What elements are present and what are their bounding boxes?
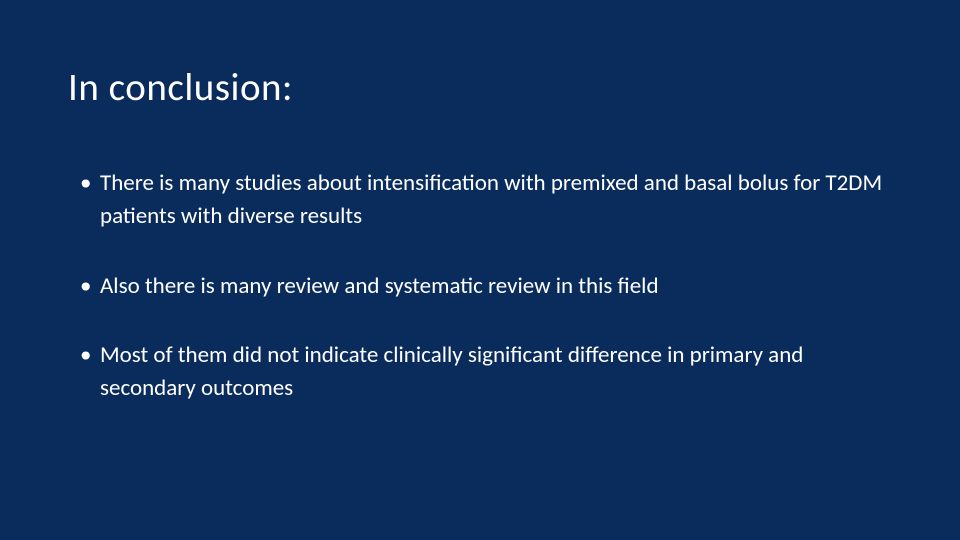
slide-title: In conclusion: bbox=[68, 64, 892, 111]
bullet-item: Most of them did not indicate clinically… bbox=[80, 339, 892, 406]
bullet-item: There is many studies about intensificat… bbox=[80, 167, 892, 234]
bullet-item: Also there is many review and systematic… bbox=[80, 270, 892, 303]
bullet-list: There is many studies about intensificat… bbox=[68, 167, 892, 406]
